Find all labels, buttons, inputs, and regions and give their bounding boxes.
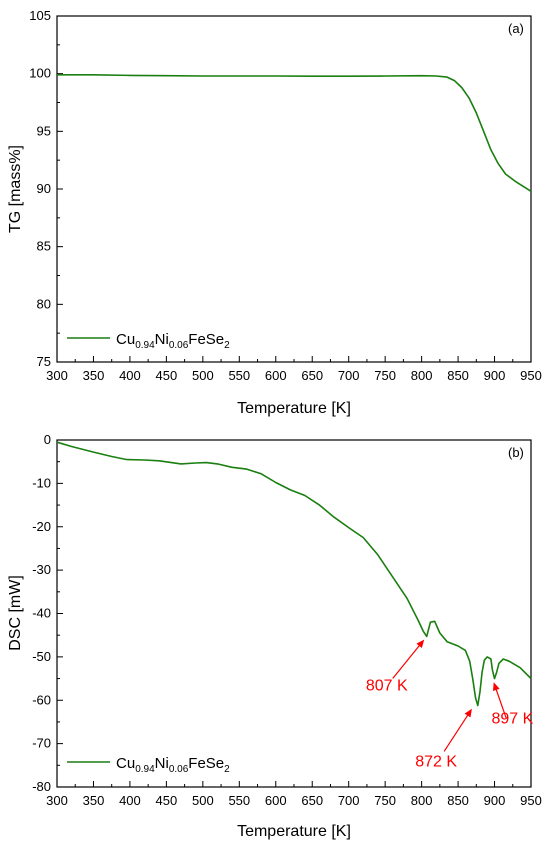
panel-label-a: (a): [508, 21, 524, 36]
x-tick-label-a: 700: [338, 368, 360, 383]
annotation-label: 872 K: [415, 753, 457, 770]
y-axis-label-b: DSC [mW]: [7, 575, 24, 651]
plot-frame-a: [56, 15, 532, 363]
y-tick-label-b: -20: [32, 519, 51, 534]
x-tick-label-b: 600: [265, 793, 287, 808]
panel-label-b: (b): [508, 445, 524, 460]
x-tick-label-a: 350: [83, 368, 105, 383]
x-tick-label-a: 800: [411, 368, 433, 383]
y-tick-label-b: -30: [32, 562, 51, 577]
x-tick-label-a: 400: [119, 368, 141, 383]
y-tick-label-a: 90: [37, 181, 51, 196]
annotation-label: 807 K: [366, 677, 408, 694]
legend-label-a: Cu0.94Ni0.06FeSe2: [116, 331, 230, 351]
x-axis-label-b: Temperature [K]: [237, 823, 351, 840]
y-tick-label-a: 85: [37, 239, 51, 254]
ticks-b: 300 350 400 450 500 550 600 650 700 750 800 850 900 9…: [32, 432, 542, 808]
annotation-arrowhead: [464, 708, 472, 718]
x-tick-label-b: 350: [83, 793, 105, 808]
x-tick-label-a: 650: [301, 368, 323, 383]
legend-label-b: Cu0.94Ni0.06FeSe2: [116, 755, 230, 775]
x-tick-label-b: 900: [484, 793, 506, 808]
y-tick-label-b: -70: [32, 736, 51, 751]
annotation-arrow: [392, 643, 421, 679]
annotations-b: 807 K 872 K 897 K: [366, 639, 534, 770]
y-tick-label-b: -50: [32, 649, 51, 664]
y-tick-label-b: -80: [32, 779, 51, 794]
y-tick-label-a: 75: [37, 354, 51, 369]
x-tick-label-b: 300: [46, 793, 68, 808]
x-tick-label-b: 950: [520, 793, 542, 808]
x-tick-label-b: 700: [338, 793, 360, 808]
x-tick-label-a: 900: [484, 368, 506, 383]
x-tick-label-a: 750: [374, 368, 396, 383]
y-tick-label-a: 80: [37, 296, 51, 311]
y-tick-label-b: 0: [44, 432, 51, 447]
x-tick-label-a: 550: [228, 368, 250, 383]
annotation-arrow: [495, 687, 507, 719]
y-tick-label-a: 105: [29, 8, 51, 23]
x-tick-label-b: 800: [411, 793, 433, 808]
y-tick-label-b: -60: [32, 692, 51, 707]
x-tick-label-a: 850: [447, 368, 469, 383]
x-tick-label-b: 850: [447, 793, 469, 808]
annotation-arrowhead: [416, 639, 425, 648]
y-tick-label-a: 100: [29, 66, 51, 81]
x-tick-label-b: 750: [374, 793, 396, 808]
panel-a-tg-chart: 300 350 400 450 500 550 600 650 700 750 800 850 900 9…: [7, 8, 542, 417]
x-tick-label-a: 500: [192, 368, 214, 383]
x-tick-label-a: 300: [46, 368, 68, 383]
x-tick-label-b: 650: [301, 793, 323, 808]
series-layer-b: [56, 441, 532, 707]
x-tick-label-b: 400: [119, 793, 141, 808]
annotation-arrow: [443, 713, 470, 752]
y-axis-label-a: TG [mass%]: [7, 145, 24, 233]
series-line-a: [57, 74, 532, 192]
legend-b: Cu0.94Ni0.06FeSe2: [67, 755, 230, 775]
y-tick-label-b: -10: [32, 475, 51, 490]
x-axis-label-a: Temperature [K]: [237, 400, 351, 417]
x-tick-label-a: 600: [265, 368, 287, 383]
x-tick-label-a: 950: [520, 368, 542, 383]
series-line-b: [56, 441, 532, 707]
y-tick-label-a: 95: [37, 123, 51, 138]
panel-b-dsc-chart: 300 350 400 450 500 550 600 650 700 750 800 850 900 9…: [7, 432, 542, 840]
x-tick-label-b: 500: [192, 793, 214, 808]
x-tick-label-b: 550: [228, 793, 250, 808]
series-layer-a: [57, 74, 532, 192]
annotation-arrowhead: [493, 682, 500, 691]
ticks-a: 300 350 400 450 500 550 600 650 700 750 800 850 900 9…: [29, 8, 542, 383]
x-tick-label-a: 450: [156, 368, 178, 383]
legend-a: Cu0.94Ni0.06FeSe2: [67, 331, 230, 351]
x-tick-label-b: 450: [156, 793, 178, 808]
annotation-label: 897 K: [491, 711, 533, 728]
y-tick-label-b: -40: [32, 606, 51, 621]
